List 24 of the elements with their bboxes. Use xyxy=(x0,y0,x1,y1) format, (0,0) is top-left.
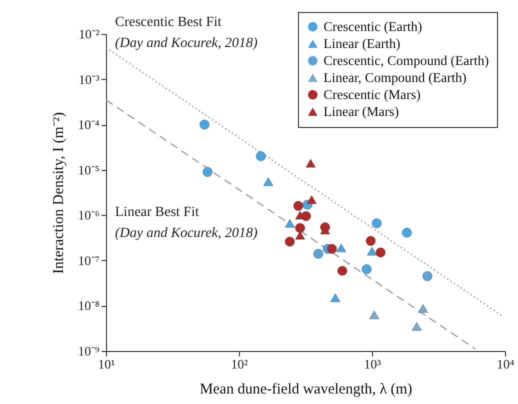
y-tick-label: 10⁻⁴ xyxy=(78,117,100,132)
y-tick-label: 10⁻² xyxy=(78,26,100,42)
text: Crescentic Best Fit xyxy=(115,15,222,30)
y-tick-label: 10⁻⁷ xyxy=(78,252,100,268)
legend-label: Crescentic, Compound (Earth) xyxy=(324,52,489,68)
y-tick-label: 10⁻⁶ xyxy=(78,208,100,223)
y-tick-label: 10⁻³ xyxy=(78,72,100,87)
x-tick-label: 10³ xyxy=(364,356,382,372)
y-tick-label: 10⁻⁸ xyxy=(78,298,100,314)
y-tick-label: 10⁻⁹ xyxy=(78,344,100,358)
y-tick-label: 10⁻⁵ xyxy=(78,162,100,178)
x-tick-label: 10² xyxy=(231,356,248,372)
legend-label: Linear (Mars) xyxy=(324,104,399,119)
x-tick-label: 10¹ xyxy=(98,356,116,372)
x-tick-label: 10⁴ xyxy=(496,356,515,372)
legend-label: Crescentic (Mars) xyxy=(324,86,421,102)
annotation: Linear Best Fit xyxy=(115,205,200,220)
legend-label: Linear (Earth) xyxy=(324,36,400,51)
annotation: (Day and Kocurek, 2018) xyxy=(115,36,258,51)
legend-label: Linear, Compound (Earth) xyxy=(324,70,467,85)
x-axis-title: Mean dune-field wavelength, λ (m) xyxy=(200,382,412,398)
legend-label: Crescentic (Earth) xyxy=(324,18,422,34)
y-axis-title: Interaction Density, I (m⁻²) xyxy=(50,112,67,274)
annotation: (Day and Kocurek, 2018) xyxy=(115,226,258,241)
